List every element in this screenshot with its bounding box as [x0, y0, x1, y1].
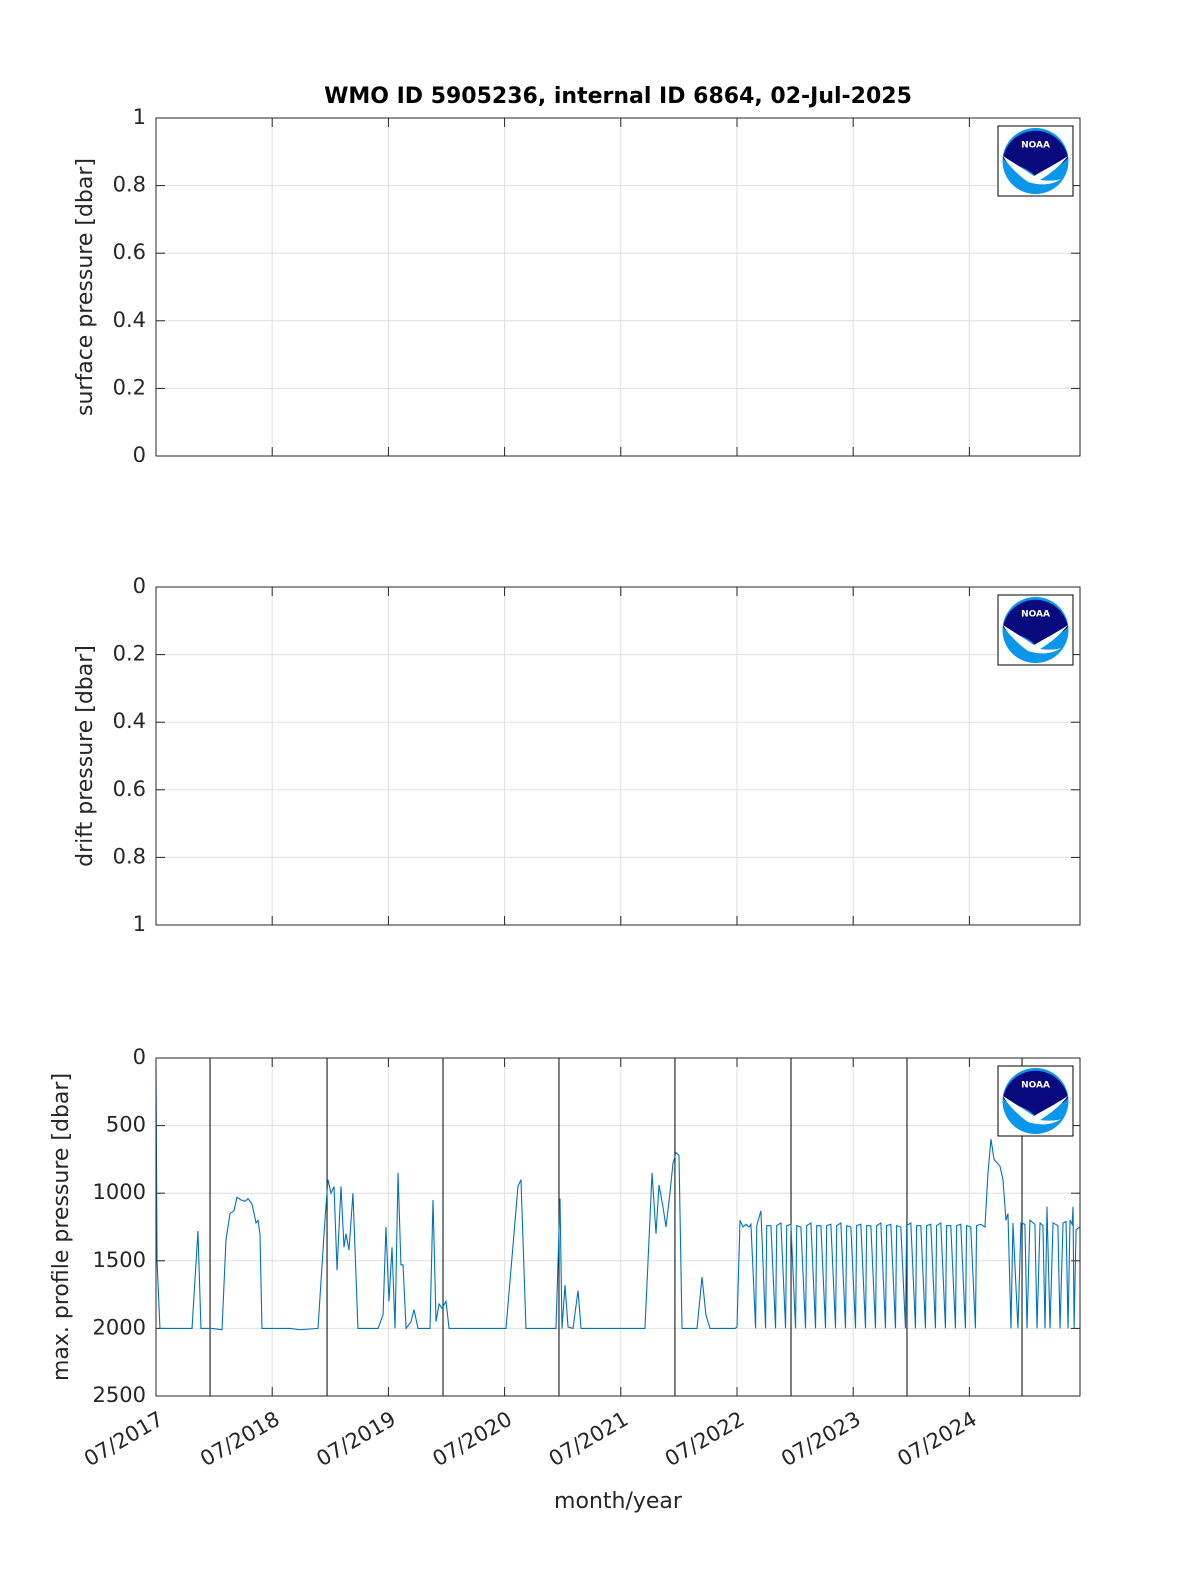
y-tick-label: 0.2 [113, 642, 146, 666]
logo-sky [1003, 1070, 1068, 1116]
y-tick-label: 1 [133, 105, 146, 129]
x-tick-label: 07/2022 [661, 1407, 749, 1471]
x-tick-label: 07/2017 [80, 1407, 168, 1471]
x-tick-label: 07/2024 [893, 1407, 981, 1471]
y-tick-label: 0 [133, 1045, 146, 1069]
logo-text: NOAA [1021, 1081, 1050, 1091]
chart-title: WMO ID 5905236, internal ID 6864, 02-Jul… [324, 84, 912, 109]
logo-text: NOAA [1021, 610, 1050, 620]
plot-area [156, 1058, 1080, 1396]
noaa-logo: NOAA [997, 594, 1074, 666]
y-axis-label: max. profile pressure [dbar] [49, 1073, 74, 1381]
noaa-logo: NOAA [997, 1065, 1074, 1137]
y-tick-label: 0.4 [113, 308, 146, 332]
logo-gull [1003, 156, 1068, 185]
plot-area [156, 587, 1080, 925]
plot-area [156, 118, 1080, 456]
y-tick-label: 0 [133, 443, 146, 467]
plot-frame [155, 586, 1081, 926]
y-tick-label: 500 [106, 1113, 146, 1137]
logo-gull [1003, 1096, 1068, 1125]
data-line [155, 1067, 1081, 1331]
y-tick-label: 0.2 [113, 375, 146, 399]
x-tick-label: 07/2021 [545, 1407, 633, 1471]
logo-text: NOAA [1021, 141, 1050, 151]
y-tick-label: 0.6 [113, 240, 146, 264]
noaa-logo: NOAA [997, 125, 1074, 197]
x-tick-label: 07/2023 [777, 1407, 865, 1471]
y-tick-label: 1 [133, 912, 146, 936]
plot-frame [155, 1057, 1081, 1397]
x-tick-label: 07/2020 [429, 1407, 517, 1471]
y-tick-label: 2000 [93, 1315, 146, 1339]
y-tick-label: 0.6 [113, 777, 146, 801]
y-axis-label: surface pressure [dbar] [73, 158, 98, 416]
y-tick-label: 1000 [93, 1180, 146, 1204]
y-tick-label: 1500 [93, 1248, 146, 1272]
logo-sky [1003, 599, 1068, 645]
x-axis-label: month/year [554, 1489, 683, 1514]
y-tick-label: 2500 [93, 1383, 146, 1407]
plot-frame [155, 117, 1081, 457]
logo-sky [1003, 130, 1068, 176]
logo-gull [1003, 625, 1068, 654]
y-tick-label: 0.8 [113, 844, 146, 868]
y-tick-label: 0.4 [113, 709, 146, 733]
x-tick-label: 07/2018 [196, 1407, 284, 1471]
x-tick-label: 07/2019 [312, 1407, 400, 1471]
y-tick-label: 0.8 [113, 173, 146, 197]
y-axis-label: drift pressure [dbar] [73, 645, 98, 867]
y-tick-label: 0 [133, 574, 146, 598]
